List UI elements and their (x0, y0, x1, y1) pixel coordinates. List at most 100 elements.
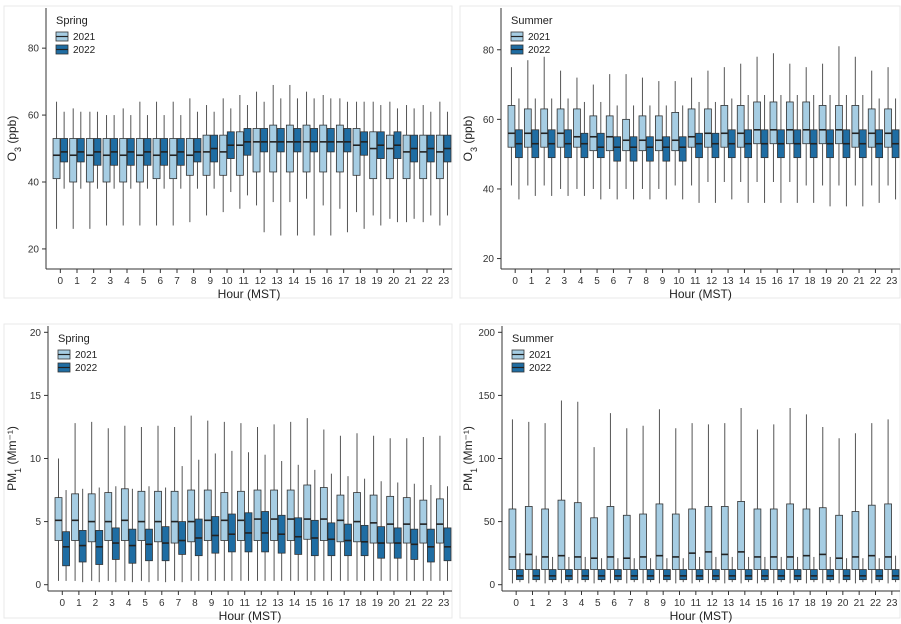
y-axis-title-main: O (5, 152, 19, 161)
x-tick-label: 13 (723, 598, 735, 609)
x-tick-label: 7 (628, 598, 634, 609)
box-2021 (85, 138, 94, 183)
box-2022 (630, 569, 639, 581)
box-2022 (614, 569, 622, 581)
legend-title: Summer (511, 15, 553, 27)
box-2021 (720, 506, 729, 570)
box-2021 (135, 138, 144, 183)
x-tick-label: 3 (109, 598, 115, 609)
box-2021 (753, 508, 762, 570)
y-tick-label: 100 (478, 454, 495, 465)
x-tick-label: 0 (512, 276, 518, 287)
x-tick-label: 10 (223, 598, 235, 609)
box-2021 (688, 508, 696, 570)
box-2021 (867, 108, 876, 148)
box-2021 (655, 503, 664, 570)
legend-title: Spring (58, 333, 90, 345)
x-tick-label: 13 (272, 598, 284, 609)
legend-title: Summer (512, 333, 554, 345)
box-2022 (178, 521, 187, 555)
box-2021 (220, 492, 229, 541)
x-tick-label: 6 (611, 276, 617, 287)
box-2022 (761, 569, 769, 581)
box-2021 (170, 490, 179, 544)
legend-label-2022: 2022 (528, 45, 551, 56)
box-2022 (728, 569, 737, 581)
box-2021 (270, 489, 278, 541)
box-2022 (695, 132, 703, 159)
x-tick-label: 8 (644, 598, 650, 609)
box-2021 (285, 124, 294, 173)
box-2021 (884, 503, 892, 570)
box-2021 (590, 517, 598, 570)
y-tick-label: 20 (483, 254, 495, 265)
box-2021 (419, 499, 428, 544)
box-2022 (581, 569, 590, 581)
x-tick-label: 2 (93, 598, 99, 609)
x-tick-label: 3 (562, 598, 568, 609)
box-2021 (638, 115, 647, 152)
box-2021 (835, 105, 843, 145)
y-axis-title-main: PM (5, 473, 19, 491)
box-2021 (786, 503, 794, 570)
box-2021 (104, 492, 113, 541)
box-2021 (639, 513, 647, 570)
box-2021 (369, 131, 378, 180)
legend-label-2022: 2022 (73, 45, 96, 56)
box-2022 (793, 569, 802, 581)
box-2021 (102, 138, 111, 183)
y-tick-label: 60 (483, 115, 495, 126)
x-tick-label: 12 (256, 598, 268, 609)
box-2022 (326, 128, 335, 153)
x-tick-label: 0 (513, 598, 519, 609)
x-tick-label: 21 (854, 276, 866, 287)
legend-label-2021: 2021 (75, 350, 98, 361)
x-tick-label: 21 (405, 598, 417, 609)
box-2022 (629, 136, 638, 162)
y-tick-label: 20 (28, 244, 40, 255)
box-2021 (336, 494, 345, 543)
panel-frame (459, 323, 901, 619)
x-tick-label: 11 (690, 276, 701, 287)
x-tick-label: 23 (438, 276, 450, 287)
x-axis-title: Hour (MST) (218, 287, 281, 301)
x-tick-label: 6 (159, 598, 165, 609)
box-2021 (622, 118, 630, 152)
x-tick-label: 5 (595, 598, 601, 609)
box-2022 (777, 569, 786, 581)
panel-frame (459, 5, 901, 299)
x-tick-label: 16 (322, 598, 334, 609)
box-2022 (443, 527, 452, 562)
x-tick-label: 2 (545, 276, 551, 287)
box-2022 (663, 569, 671, 581)
box-2021 (352, 128, 361, 176)
x-tick-label: 14 (739, 276, 751, 287)
box-2022 (565, 569, 573, 581)
legend-label-2022: 2022 (75, 363, 98, 374)
box-2021 (436, 498, 444, 544)
x-tick-label: 19 (821, 276, 833, 287)
x-axis-title: Hour (MST) (670, 609, 733, 623)
x-tick-label: 23 (886, 598, 898, 609)
box-2021 (818, 105, 827, 145)
y-axis-title-suffix: (ppb) (5, 116, 19, 147)
box-2022 (580, 132, 589, 159)
x-tick-label: 8 (192, 598, 198, 609)
legend-label-2021: 2021 (73, 32, 96, 43)
box-2021 (704, 506, 713, 570)
x-tick-label: 16 (772, 598, 784, 609)
panel-frame (3, 323, 453, 619)
box-2022 (679, 569, 688, 581)
y-axis-title: O3 (ppb) (5, 116, 23, 162)
box-2021 (169, 138, 178, 180)
box-2021 (851, 511, 860, 570)
box-2022 (810, 569, 818, 581)
box-2022 (76, 138, 85, 163)
box-2022 (597, 569, 606, 581)
box-2021 (654, 115, 663, 152)
box-2021 (573, 108, 581, 148)
x-tick-label: 18 (355, 598, 367, 609)
x-tick-label: 20 (388, 598, 400, 609)
